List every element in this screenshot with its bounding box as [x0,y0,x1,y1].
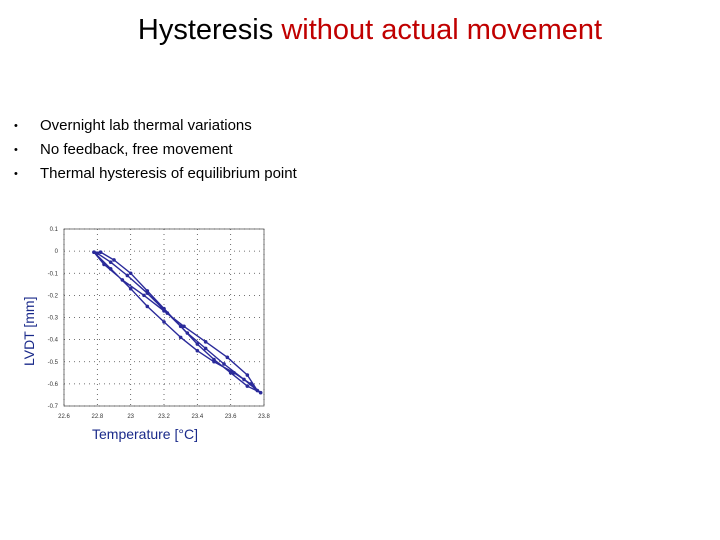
data-point [92,250,96,255]
data-point [128,271,133,276]
title-accent: without actual movement [281,14,603,46]
data-point [203,340,208,344]
bullet-item: No feedback, free movement [14,138,304,162]
data-point [255,388,260,393]
data-point [98,250,103,255]
y-axis-label: LVDT [mm] [21,296,37,367]
data-point [195,342,200,346]
x-tick-label: 23.6 [225,414,237,420]
data-point [162,309,166,313]
data-point [232,371,236,375]
data-point [258,390,263,395]
y-tick-label: -0.6 [48,382,59,388]
bullet-list: Overnight lab thermal variations No feed… [14,114,304,186]
y-tick-label: -0.4 [48,338,59,344]
data-point [95,251,100,256]
data-point [182,324,186,329]
y-tick-label: 0.1 [50,227,59,233]
y-tick-label: -0.7 [48,404,59,410]
data-point [142,293,146,298]
data-point [245,373,250,377]
data-point [212,357,216,362]
data-point [108,260,113,264]
x-tick-label: 22.8 [91,414,103,420]
y-tick-label: -0.5 [48,360,59,366]
title-main: Hysteresis [137,14,282,46]
data-point [222,362,226,366]
data-point [102,262,106,267]
data-point [248,382,253,386]
data-point [162,320,166,324]
y-tick-label: -0.3 [48,316,59,322]
x-tick-label: 23.4 [191,414,203,420]
data-point [245,384,250,388]
data-point [203,346,208,351]
series-line [93,251,262,394]
bullet-item: Thermal hysteresis of equilibrium point [14,162,304,186]
bullet-item: Overnight lab thermal variations [14,114,304,138]
data-point [228,371,233,375]
x-tick-label: 23.2 [158,414,170,420]
x-tick-label: 22.6 [58,414,70,420]
y-tick-label: 0 [55,249,59,255]
data-point [178,324,183,329]
data-point [225,355,230,360]
x-axis-label: Temperature [°C] [92,426,198,442]
data-point [145,291,150,295]
data-point [125,273,130,278]
data-point [242,377,246,382]
data-point [185,331,190,335]
data-point [108,267,113,271]
data-point [195,348,200,353]
x-tick-label: 23 [127,414,134,420]
data-point [128,286,133,291]
data-point [120,278,125,282]
data-point [165,311,170,315]
data-point [112,258,116,262]
data-point [178,335,183,340]
y-tick-label: -0.1 [48,271,59,277]
slide-title: Hysteresis without actual movement [0,14,720,47]
y-tick-label: -0.2 [48,293,59,299]
data-point [145,304,150,309]
x-tick-label: 23.8 [258,414,270,420]
